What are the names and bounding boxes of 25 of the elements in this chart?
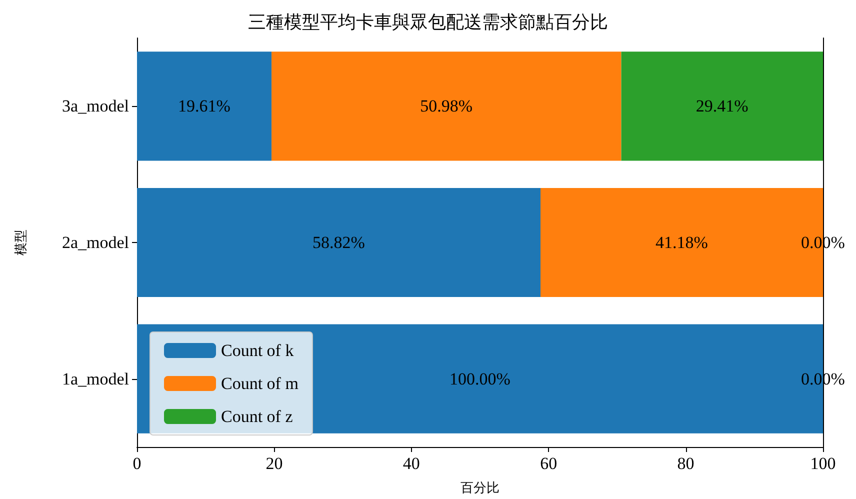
- y-tick-label: 1a_model: [62, 369, 130, 388]
- data-label: 41.18%: [656, 233, 708, 252]
- chart-title: 三種模型平均卡車與眾包配送需求節點百分比: [248, 12, 608, 32]
- bar: [272, 52, 622, 161]
- legend-label: Count of z: [221, 407, 294, 426]
- x-axis-title: 百分比: [460, 480, 500, 495]
- legend-label: Count of k: [221, 341, 294, 360]
- data-label: 58.82%: [312, 233, 365, 252]
- y-axis-title: 模型: [13, 230, 28, 256]
- data-label: 100.00%: [450, 369, 510, 388]
- data-label: 29.41%: [696, 96, 748, 116]
- bar: [137, 52, 272, 161]
- legend-label: Count of m: [221, 374, 298, 393]
- x-tick-label: 0: [132, 454, 142, 473]
- bar: [621, 52, 823, 161]
- data-label: 50.98%: [420, 96, 473, 116]
- x-tick-label: 100: [810, 454, 836, 473]
- x-tick-label: 40: [402, 454, 420, 473]
- y-tick-label: 3a_model: [62, 96, 130, 116]
- x-tick-label: 80: [677, 454, 694, 473]
- x-tick-label: 20: [266, 454, 283, 473]
- x-tick-label: 60: [540, 454, 558, 473]
- bar: [137, 188, 541, 298]
- y-tick-label: 2a_model: [62, 233, 130, 252]
- data-label: 19.61%: [178, 96, 230, 116]
